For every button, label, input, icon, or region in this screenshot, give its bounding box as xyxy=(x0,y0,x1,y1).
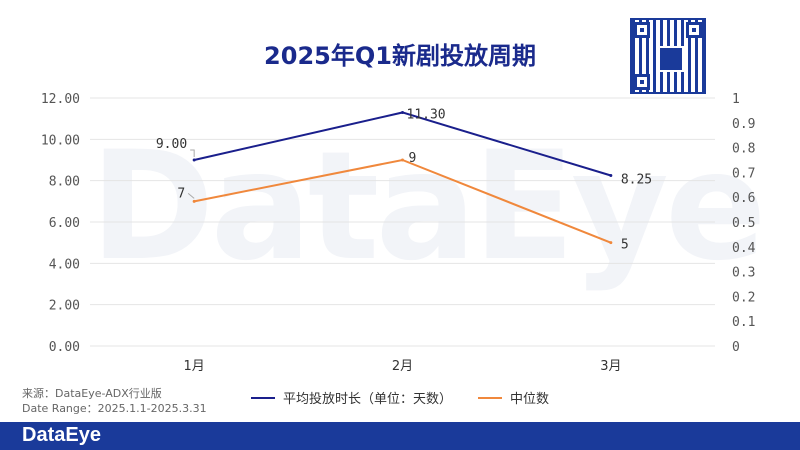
chart-title: 2025年Q1新剧投放周期 xyxy=(264,42,536,70)
y-right-tick-label: 0.9 xyxy=(732,117,755,132)
legend-label-median: 中位数 xyxy=(510,392,550,407)
label-leader-line xyxy=(187,192,195,199)
source-note: 来源：DataEye-ADX行业版 Date Range：2025.1.1-20… xyxy=(22,386,207,416)
source-line-2: Date Range：2025.1.1-2025.3.31 xyxy=(22,402,207,415)
y-right-tick-label: 0.8 xyxy=(732,142,755,157)
data-point xyxy=(609,174,613,177)
series-line-median xyxy=(193,158,612,244)
qr-code-icon xyxy=(630,18,706,94)
data-point xyxy=(401,110,404,114)
x-category-label: 3月 xyxy=(600,359,621,374)
data-point xyxy=(192,199,196,203)
y-right-tick-label: 0.7 xyxy=(732,166,755,181)
data-label: 11.30 xyxy=(407,107,446,122)
y-left-tick-label: 8.00 xyxy=(49,175,80,190)
y-right-tick-label: 0.3 xyxy=(732,266,755,281)
y-left-tick-label: 0.00 xyxy=(49,340,80,355)
legend: 平均投放时长（单位：天数） 中位数 xyxy=(0,388,800,407)
y-right-tick-label: 0.1 xyxy=(732,315,755,330)
x-category-label: 2月 xyxy=(392,359,413,374)
y-right-tick-label: 0.4 xyxy=(732,241,756,256)
y-right-tick-label: 0.2 xyxy=(732,290,755,305)
data-point xyxy=(192,158,196,162)
y-right-tick-label: 0.6 xyxy=(732,191,755,206)
label-leader-line xyxy=(190,149,195,157)
data-label: 9 xyxy=(409,151,417,166)
data-point xyxy=(609,241,613,245)
y-right-tick-label: 1 xyxy=(732,92,740,107)
data-point xyxy=(401,158,404,162)
y-left-tick-label: 6.00 xyxy=(49,216,80,231)
x-category-label: 1月 xyxy=(184,359,205,374)
data-label: 9.00 xyxy=(156,137,187,152)
y-left-tick-label: 10.00 xyxy=(41,133,80,148)
legend-swatch-average xyxy=(250,396,275,399)
y-left-tick-label: 4.00 xyxy=(49,257,80,272)
legend-swatch-median xyxy=(478,396,502,399)
footer-bar: DataEye xyxy=(0,422,800,450)
data-label: 7 xyxy=(177,186,185,201)
legend-label-average: 平均投放时长（单位：天数） xyxy=(282,392,452,407)
data-label: 5 xyxy=(621,238,629,253)
legend-item-median: 中位数 xyxy=(478,388,549,407)
y-right-tick-label: 0.5 xyxy=(732,216,755,231)
footer-logo: DataEye xyxy=(22,424,101,446)
y-left-tick-label: 12.00 xyxy=(41,92,80,107)
data-label: 8.25 xyxy=(621,173,652,188)
legend-item-average: 平均投放时长（单位：天数） xyxy=(250,388,452,407)
source-line-1: 来源：DataEye-ADX行业版 xyxy=(22,387,162,400)
y-left-tick-label: 2.00 xyxy=(49,299,80,314)
watermark: DataEye xyxy=(90,120,767,294)
series-line-average xyxy=(193,111,612,177)
y-right-tick-label: 0 xyxy=(732,340,740,355)
